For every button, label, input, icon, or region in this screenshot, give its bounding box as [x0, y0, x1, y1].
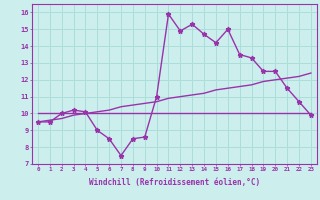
- X-axis label: Windchill (Refroidissement éolien,°C): Windchill (Refroidissement éolien,°C): [89, 178, 260, 187]
